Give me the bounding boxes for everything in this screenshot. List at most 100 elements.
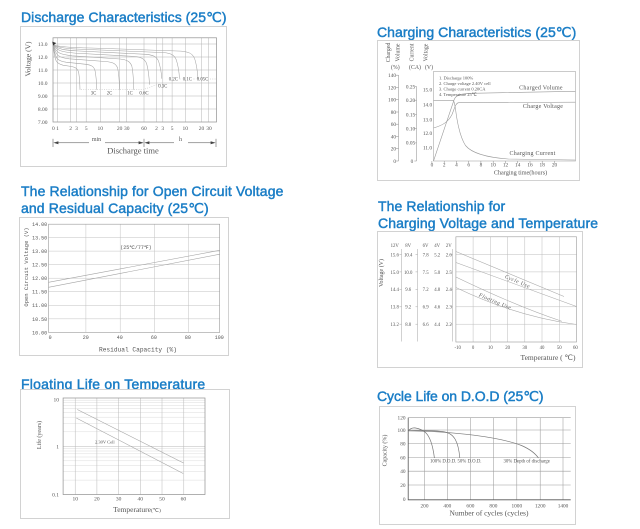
svg-text:Voltage (V): Voltage (V) bbox=[24, 41, 33, 77]
svg-text:20: 20 bbox=[117, 126, 123, 132]
svg-text:13.50: 13.50 bbox=[32, 235, 47, 241]
svg-text:4.4: 4.4 bbox=[434, 323, 441, 328]
svg-text:11.50: 11.50 bbox=[32, 290, 47, 296]
svg-text:10.50: 10.50 bbox=[32, 317, 47, 323]
svg-text:14.00: 14.00 bbox=[32, 222, 47, 228]
svg-text:Voltage (V): Voltage (V) bbox=[378, 259, 385, 287]
svg-text:3: 3 bbox=[161, 126, 164, 132]
svg-text:0.05: 0.05 bbox=[406, 141, 416, 147]
svg-text:Charging time(hours): Charging time(hours) bbox=[494, 170, 547, 177]
svg-text:0.05C: 0.05C bbox=[197, 78, 209, 83]
svg-text:20: 20 bbox=[391, 147, 397, 153]
svg-text:3: 3 bbox=[75, 126, 78, 132]
svg-text:9.00: 9.00 bbox=[38, 94, 48, 100]
svg-text:Life (years): Life (years) bbox=[36, 421, 43, 449]
svg-text:1: 1 bbox=[56, 444, 59, 450]
svg-text:2.5: 2.5 bbox=[446, 271, 453, 276]
svg-text:6.9: 6.9 bbox=[423, 306, 430, 311]
svg-text:600: 600 bbox=[466, 504, 474, 510]
svg-text:60: 60 bbox=[151, 335, 157, 341]
svg-text:0.6C: 0.6C bbox=[139, 92, 148, 97]
svg-text:100: 100 bbox=[215, 335, 224, 341]
svg-text:8V: 8V bbox=[405, 244, 411, 249]
svg-text:8: 8 bbox=[480, 163, 483, 169]
svg-text:5.0: 5.0 bbox=[434, 271, 441, 276]
svg-text:h: h bbox=[179, 137, 182, 143]
svg-text:-10: -10 bbox=[454, 346, 461, 351]
svg-text:400: 400 bbox=[443, 504, 451, 510]
svg-text:0.25: 0.25 bbox=[406, 84, 416, 90]
svg-text:11.0: 11.0 bbox=[423, 145, 432, 151]
svg-text:20: 20 bbox=[505, 346, 510, 351]
svg-text:0.10: 0.10 bbox=[406, 127, 416, 133]
svg-text:60: 60 bbox=[141, 126, 147, 132]
svg-text:7.00: 7.00 bbox=[38, 120, 48, 126]
svg-text:2: 2 bbox=[443, 163, 446, 169]
svg-text:80: 80 bbox=[400, 441, 406, 447]
svg-text:30% Depth of discharge: 30% Depth of discharge bbox=[504, 460, 550, 465]
svg-text:Open Circuit Voltage (V): Open Circuit Voltage (V) bbox=[23, 227, 30, 306]
svg-text:1. Discharge 100%: 1. Discharge 100% bbox=[439, 76, 474, 81]
svg-text:1C: 1C bbox=[127, 92, 133, 97]
svg-text:12: 12 bbox=[503, 163, 509, 169]
svg-text:0: 0 bbox=[403, 497, 406, 503]
svg-text:1: 1 bbox=[56, 126, 59, 132]
svg-text:10: 10 bbox=[54, 397, 60, 403]
svg-text:2.2: 2.2 bbox=[446, 323, 453, 328]
svg-text:60: 60 bbox=[573, 346, 578, 351]
svg-text:8.8: 8.8 bbox=[405, 323, 412, 328]
svg-text:20: 20 bbox=[199, 126, 205, 132]
svg-text:(CA): (CA) bbox=[409, 64, 421, 71]
svg-text:200: 200 bbox=[421, 504, 429, 510]
svg-text:Number of cycles (cycles): Number of cycles (cycles) bbox=[450, 509, 529, 518]
svg-text:2: 2 bbox=[69, 126, 72, 132]
svg-text:6V: 6V bbox=[423, 244, 429, 249]
svg-text:0.3C: 0.3C bbox=[158, 85, 167, 90]
svg-text:Charged Volume: Charged Volume bbox=[519, 86, 563, 92]
svg-text:1000: 1000 bbox=[512, 504, 523, 510]
svg-text:8.00: 8.00 bbox=[38, 107, 48, 113]
svg-text:1400: 1400 bbox=[558, 504, 569, 510]
svg-text:13.2: 13.2 bbox=[390, 323, 399, 328]
svg-text:Cycle Use: Cycle Use bbox=[504, 274, 531, 290]
svg-text:40: 40 bbox=[400, 469, 406, 475]
svg-text:(%): (%) bbox=[391, 64, 400, 71]
svg-text:2.3: 2.3 bbox=[446, 306, 453, 311]
svg-text:14.0: 14.0 bbox=[423, 102, 433, 108]
svg-text:0.2C: 0.2C bbox=[169, 78, 178, 83]
svg-text:6.6: 6.6 bbox=[423, 323, 430, 328]
svg-text:16: 16 bbox=[527, 163, 533, 169]
svg-text:20: 20 bbox=[552, 163, 558, 169]
svg-text:800: 800 bbox=[489, 504, 497, 510]
svg-text:100: 100 bbox=[398, 428, 406, 434]
svg-text:6: 6 bbox=[467, 163, 470, 169]
svg-text:2.4: 2.4 bbox=[446, 288, 453, 293]
svg-text:10.00: 10.00 bbox=[32, 330, 47, 336]
svg-text:10.0: 10.0 bbox=[38, 81, 48, 87]
svg-text:0: 0 bbox=[393, 159, 396, 165]
svg-text:Discharge time: Discharge time bbox=[107, 146, 159, 156]
svg-text:0: 0 bbox=[431, 163, 434, 169]
svg-text:Current: Current bbox=[410, 43, 416, 61]
svg-text:12.0: 12.0 bbox=[423, 131, 433, 137]
svg-text:9.2: 9.2 bbox=[405, 306, 412, 311]
svg-text:1200: 1200 bbox=[535, 504, 546, 510]
svg-text:14: 14 bbox=[515, 163, 521, 169]
svg-text:18: 18 bbox=[540, 163, 546, 169]
svg-text:11.0: 11.0 bbox=[38, 68, 48, 74]
svg-text:Charged: Charged bbox=[386, 43, 392, 63]
svg-text:Volume: Volume bbox=[396, 43, 402, 61]
svg-text:120: 120 bbox=[388, 85, 396, 91]
svg-text:min: min bbox=[92, 137, 101, 143]
svg-text:Residual Capacity (%): Residual Capacity (%) bbox=[99, 347, 177, 354]
svg-text:10: 10 bbox=[98, 126, 104, 132]
svg-text:11.00: 11.00 bbox=[32, 303, 47, 309]
svg-text:0: 0 bbox=[52, 126, 55, 132]
svg-text:2: 2 bbox=[155, 126, 158, 132]
svg-text:60: 60 bbox=[391, 122, 397, 128]
svg-text:40: 40 bbox=[138, 496, 144, 502]
svg-text:100: 100 bbox=[388, 98, 396, 104]
svg-text:10.4: 10.4 bbox=[404, 253, 413, 258]
svg-text:30: 30 bbox=[124, 126, 130, 132]
svg-text:30: 30 bbox=[116, 496, 122, 502]
